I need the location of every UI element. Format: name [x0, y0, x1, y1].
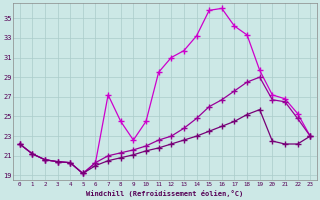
X-axis label: Windchill (Refroidissement éolien,°C): Windchill (Refroidissement éolien,°C) [86, 190, 244, 197]
